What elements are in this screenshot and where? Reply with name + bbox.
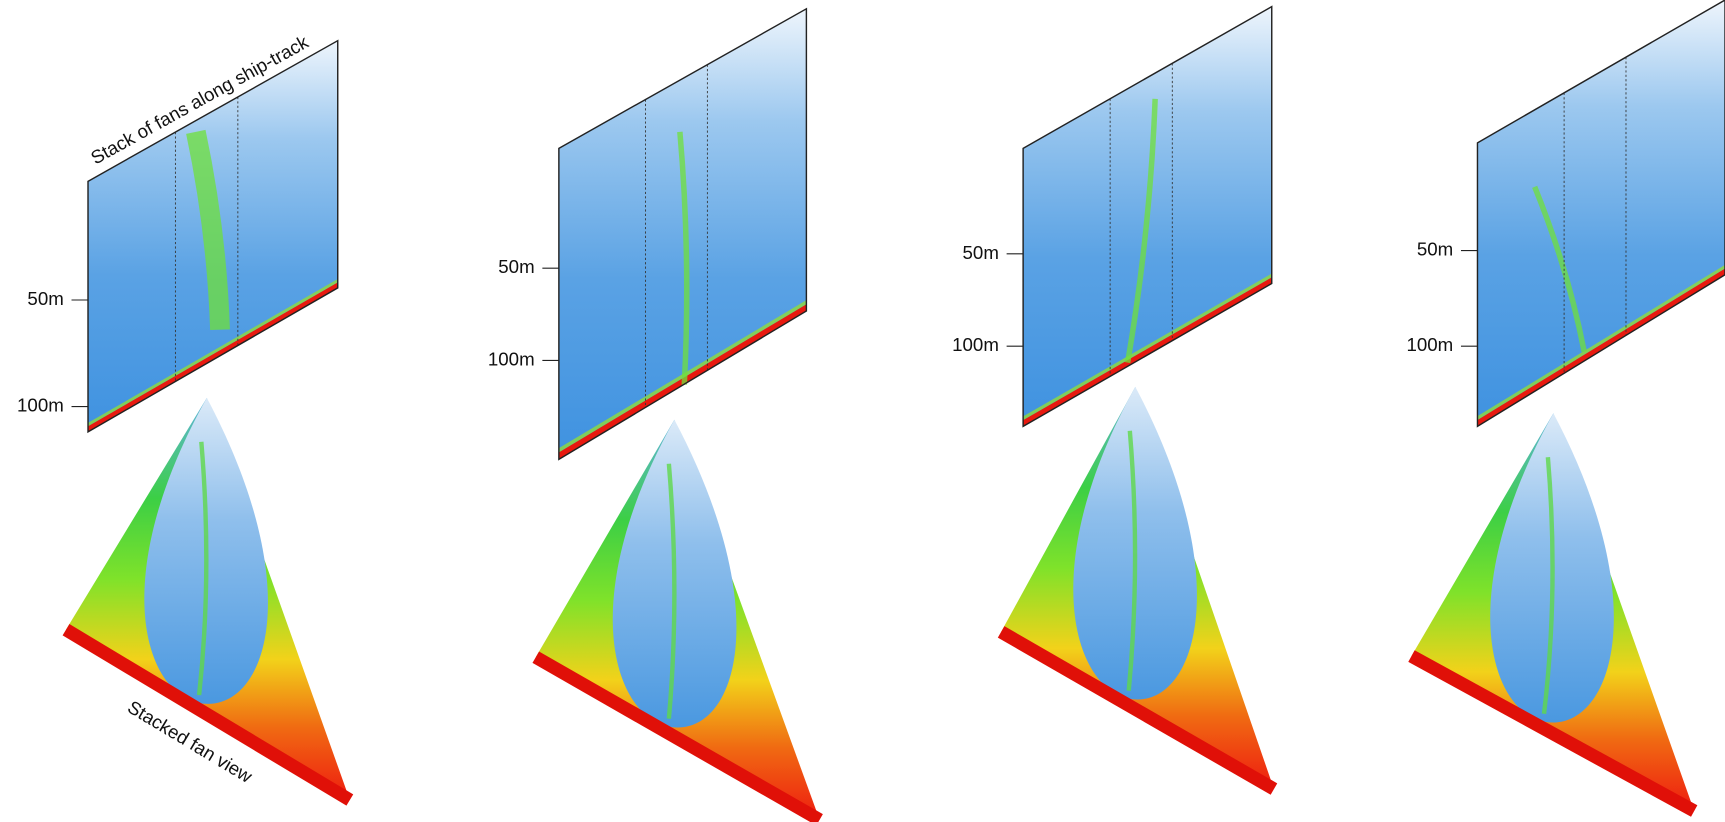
- curtain: [1477, 0, 1725, 426]
- depth-label: 100m: [952, 334, 999, 355]
- depth-label: 100m: [1406, 334, 1453, 355]
- depth-label: 50m: [1417, 239, 1453, 260]
- depth-label: 100m: [17, 395, 64, 416]
- depth-label: 100m: [488, 348, 535, 369]
- depth-label: 50m: [498, 256, 534, 277]
- page: 50m100m50m100m50m100m50m100mStack of fan…: [0, 0, 1725, 822]
- curtain: [559, 9, 807, 460]
- depth-label: 50m: [963, 242, 999, 263]
- figure: 50m100m50m100m50m100m50m100mStack of fan…: [0, 0, 1725, 822]
- depth-label: 50m: [27, 288, 63, 309]
